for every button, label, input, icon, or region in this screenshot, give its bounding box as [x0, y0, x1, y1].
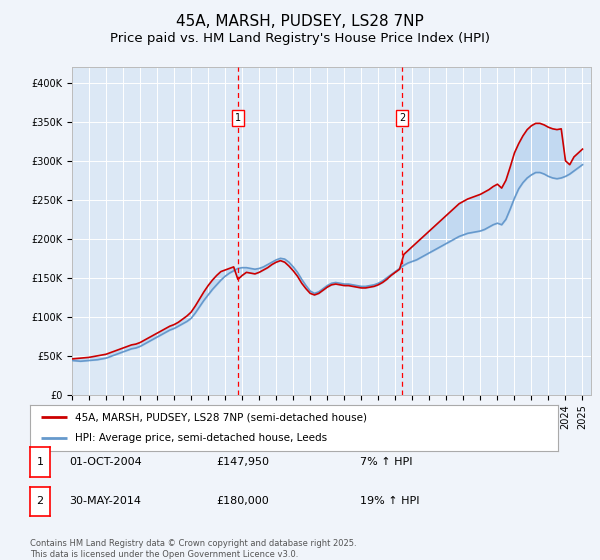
- Text: Contains HM Land Registry data © Crown copyright and database right 2025.
This d: Contains HM Land Registry data © Crown c…: [30, 539, 356, 559]
- Text: 30-MAY-2014: 30-MAY-2014: [69, 496, 141, 506]
- Text: 01-OCT-2004: 01-OCT-2004: [69, 457, 142, 467]
- Text: 2: 2: [37, 496, 43, 506]
- Text: 7% ↑ HPI: 7% ↑ HPI: [360, 457, 413, 467]
- Text: 19% ↑ HPI: 19% ↑ HPI: [360, 496, 419, 506]
- Text: HPI: Average price, semi-detached house, Leeds: HPI: Average price, semi-detached house,…: [75, 433, 327, 444]
- Text: £147,950: £147,950: [216, 457, 269, 467]
- Text: 1: 1: [37, 457, 43, 467]
- Text: Price paid vs. HM Land Registry's House Price Index (HPI): Price paid vs. HM Land Registry's House …: [110, 32, 490, 45]
- Text: 45A, MARSH, PUDSEY, LS28 7NP: 45A, MARSH, PUDSEY, LS28 7NP: [176, 14, 424, 29]
- Text: £180,000: £180,000: [216, 496, 269, 506]
- Text: 1: 1: [235, 113, 241, 123]
- Text: 45A, MARSH, PUDSEY, LS28 7NP (semi-detached house): 45A, MARSH, PUDSEY, LS28 7NP (semi-detac…: [75, 412, 367, 422]
- Text: 2: 2: [399, 113, 405, 123]
